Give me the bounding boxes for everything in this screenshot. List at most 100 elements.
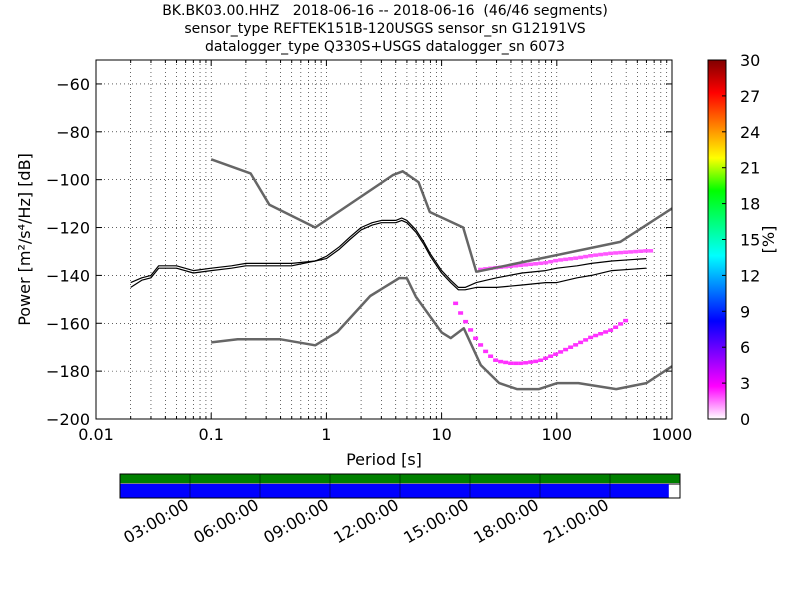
density-cell (453, 301, 459, 306)
density-cell (538, 261, 544, 266)
x-axis-label: Period [s] (346, 450, 422, 469)
colorbar-tick-label: 12 (740, 266, 760, 285)
x-tick-label: 100 (542, 425, 573, 444)
density-cell (593, 333, 599, 338)
segment-timeline: 03:00:0006:00:0009:00:0012:00:0015:00:00… (119, 473, 681, 547)
density-cell (533, 359, 539, 364)
title-line-station: BK.BK03.00.HHZ 2018-06-16 -- 2018-06-16 … (162, 3, 608, 19)
density-cell (563, 257, 569, 262)
density-cell (553, 258, 559, 263)
y-tick-label: −160 (46, 314, 90, 333)
timeline-tick-label: 18:00:00 (470, 495, 542, 547)
density-cell (553, 352, 559, 356)
timeline-tick-label: 06:00:00 (190, 495, 262, 547)
colorbar-tick-label: 18 (740, 195, 760, 214)
colorbar-tick-label: 6 (740, 338, 750, 357)
density-cell (518, 263, 524, 268)
colorbar-tick-label: 24 (740, 123, 760, 142)
density-cell (618, 322, 624, 326)
density-cell (583, 338, 589, 342)
density-cell (608, 328, 614, 332)
y-tick-label: −140 (46, 266, 90, 285)
density-cell (498, 359, 504, 364)
density-cell (623, 250, 629, 255)
density-cell (603, 252, 609, 256)
density-cell (578, 340, 584, 345)
density-cell (488, 354, 494, 358)
density-cell (528, 262, 534, 267)
density-cell (573, 343, 579, 347)
y-tick-label: −120 (46, 219, 90, 238)
density-cell (573, 256, 579, 260)
timeline-tick-label: 15:00:00 (400, 495, 472, 547)
y-tick-label: −180 (46, 362, 90, 381)
y-tick-label: −80 (56, 123, 90, 142)
density-cell (578, 255, 584, 260)
density-cell (518, 361, 524, 366)
density-cell (613, 325, 619, 329)
timeline-tick-label: 21:00:00 (540, 495, 612, 547)
density-cell (478, 343, 484, 347)
density-cell (618, 250, 624, 255)
density-cell (613, 251, 619, 255)
timeline-tick-label: 12:00:00 (330, 495, 402, 547)
colorbar-tick-label: 30 (740, 51, 760, 70)
colorbar-tick-label: 0 (740, 410, 750, 429)
x-tick-label: 0.01 (78, 425, 114, 444)
density-cell (513, 361, 519, 366)
x-tick-label: 1000 (652, 425, 693, 444)
density-cell (593, 253, 599, 257)
colorbar-tick-label: 3 (740, 374, 750, 393)
colorbar-tick-label: 27 (740, 87, 760, 106)
density-cell (623, 318, 629, 323)
density-cell (533, 262, 539, 266)
density-cell (543, 356, 549, 360)
density-cell (483, 349, 489, 354)
density-cell (558, 350, 564, 354)
title-line-sensor: sensor_type REFTEK151B-120USGS sensor_sn… (184, 21, 586, 37)
y-axis-label-text: Power [m²/s⁴/Hz] [dB] (15, 153, 34, 326)
colorbar-tick-label: 9 (740, 302, 750, 321)
y-tick-label: −100 (46, 171, 90, 190)
mean-line (130, 219, 647, 291)
density-cell (563, 347, 569, 352)
density-cell (638, 249, 644, 253)
noise-model-high-line (210, 158, 672, 274)
density-cell (568, 345, 574, 349)
density-cell (493, 358, 499, 362)
density-cell (523, 263, 529, 267)
density-cell (598, 332, 604, 336)
density-cell (643, 249, 649, 253)
density-cell (523, 361, 529, 365)
noise-model-low-line (211, 276, 672, 391)
density-cell (548, 259, 554, 264)
colorbar-label: [%] (759, 226, 778, 254)
density-cell (633, 249, 639, 254)
density-cell (468, 328, 474, 332)
density-cell (508, 361, 514, 366)
density-cell (528, 360, 534, 364)
density-cell (603, 330, 609, 334)
plot-frame (95, 59, 673, 420)
density-cell (568, 257, 574, 261)
density-cell (513, 264, 519, 268)
x-tick-label: 0.1 (198, 425, 223, 444)
density-cell (503, 360, 509, 365)
density-cell (608, 251, 614, 256)
y-axis-label: Power [m²/s⁴/Hz] [dB] (15, 153, 34, 326)
coverage-bar (120, 484, 669, 498)
y-tick-label: −200 (46, 410, 90, 429)
density-cell (648, 249, 654, 253)
density-cell (538, 358, 544, 362)
density-cell (478, 267, 484, 272)
density-cell (463, 319, 469, 324)
timeline-tick-label: 09:00:00 (260, 495, 332, 547)
density-cell (628, 250, 634, 254)
density-cell (558, 258, 564, 262)
noise-model-lines (130, 158, 672, 391)
density-cell (473, 336, 479, 341)
plot-title: BK.BK03.00.HHZ 2018-06-16 -- 2018-06-16 … (0, 2, 770, 56)
colorbar: 0 3 6 9 12 15 18 21 24 27 30 [%] (707, 51, 778, 429)
density-cell (508, 264, 514, 269)
